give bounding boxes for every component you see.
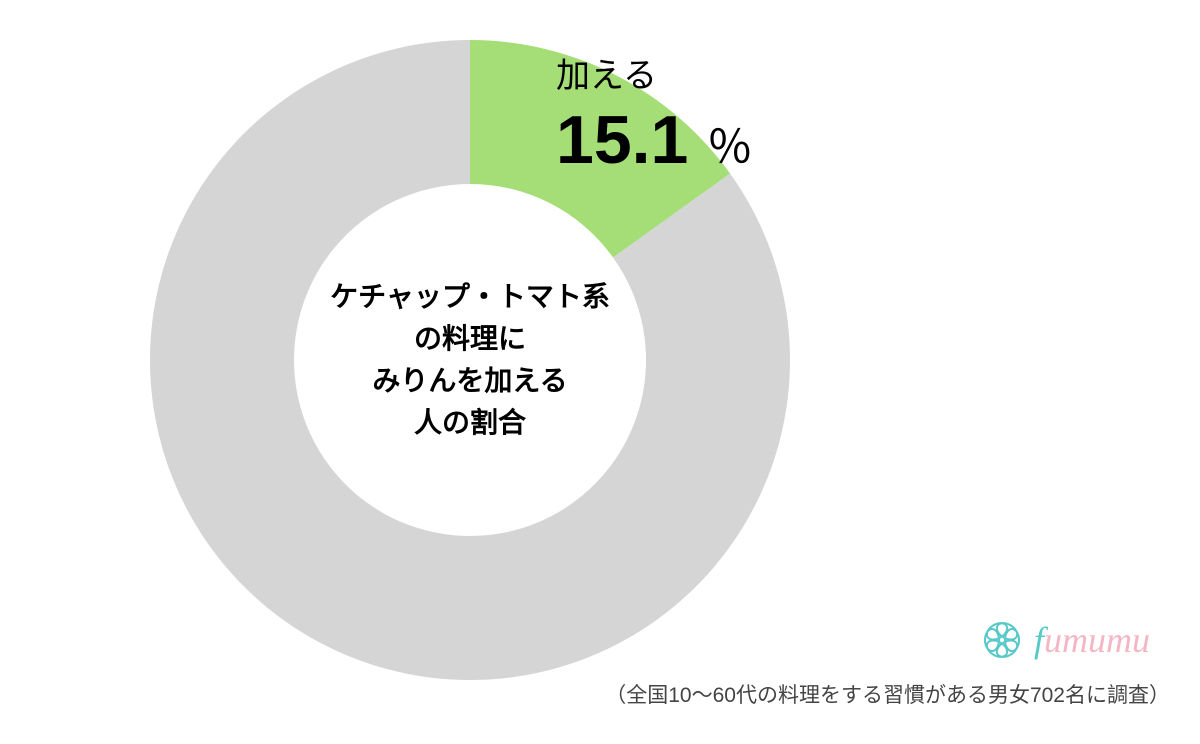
flower-icon [978,616,1026,664]
brand-logo-text: fumumu [1034,619,1150,661]
brand-rest-letters: umumu [1044,620,1150,660]
slice-value-number: 15.1 [556,102,688,178]
chart-center-label: ケチャップ・トマト系の料理にみりんを加える人の割合 [320,276,620,444]
brand-first-letter: f [1034,620,1044,660]
brand-logo: fumumu [978,616,1150,664]
slice-value-label: 加える 15.1 ％ [556,48,753,179]
slice-value-unit: ％ [707,121,753,173]
source-note: （全国10～60代の料理をする習慣がある男女702名に調査） [605,679,1170,709]
slice-category-text: 加える [556,48,753,97]
